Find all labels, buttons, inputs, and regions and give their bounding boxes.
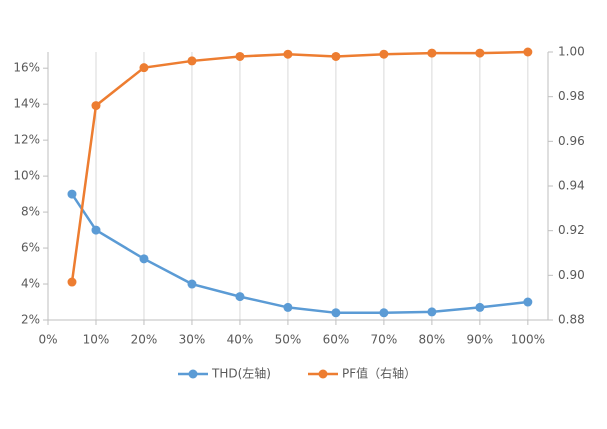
data-point bbox=[331, 308, 341, 318]
series-line bbox=[70, 50, 528, 283]
data-point bbox=[91, 101, 101, 111]
y2-tick-label: 1.00 bbox=[558, 45, 585, 59]
data-point bbox=[67, 189, 77, 199]
y-tick-label: 6% bbox=[21, 241, 40, 255]
x-tick-label: 80% bbox=[419, 333, 446, 347]
x-tick-label: 50% bbox=[275, 333, 302, 347]
y-tick-label: 16% bbox=[13, 61, 40, 75]
data-point bbox=[235, 51, 245, 61]
y-tick-label: 4% bbox=[21, 277, 40, 291]
x-tick-label: 10% bbox=[83, 333, 110, 347]
data-point bbox=[379, 308, 389, 318]
y2-tick-label: 0.92 bbox=[558, 223, 585, 237]
x-tick-label: 30% bbox=[179, 333, 206, 347]
data-point bbox=[427, 48, 437, 58]
y2-tick-label: 0.88 bbox=[558, 313, 585, 327]
y-tick-label: 14% bbox=[13, 97, 40, 111]
data-point bbox=[523, 297, 533, 307]
legend-label: THD(左轴) bbox=[211, 366, 271, 381]
data-point bbox=[187, 56, 197, 66]
x-tick-label: 70% bbox=[371, 333, 398, 347]
y2-tick-label: 0.90 bbox=[558, 268, 585, 282]
y2-tick-label: 0.96 bbox=[558, 134, 585, 148]
data-point bbox=[139, 63, 149, 73]
data-point bbox=[91, 225, 101, 235]
data-point bbox=[67, 277, 77, 287]
y2-tick-label: 0.98 bbox=[558, 89, 585, 103]
y2-tick-label: 0.94 bbox=[558, 179, 585, 193]
legend-label: PF值（右轴） bbox=[342, 366, 416, 381]
data-point bbox=[139, 254, 149, 264]
y-tick-label: 2% bbox=[21, 313, 40, 327]
data-point bbox=[235, 292, 245, 302]
x-tick-label: 40% bbox=[227, 333, 254, 347]
data-point bbox=[475, 48, 485, 58]
data-point bbox=[427, 307, 437, 317]
data-point bbox=[475, 302, 485, 312]
x-tick-label: 100% bbox=[511, 333, 545, 347]
data-point bbox=[523, 47, 533, 57]
series-line bbox=[70, 193, 528, 315]
data-point bbox=[187, 279, 197, 289]
legend-marker bbox=[318, 369, 328, 379]
data-point bbox=[283, 49, 293, 59]
y-tick-label: 8% bbox=[21, 205, 40, 219]
x-tick-label: 90% bbox=[467, 333, 494, 347]
data-point bbox=[283, 302, 293, 312]
x-tick-label: 0% bbox=[38, 333, 57, 347]
x-tick-label: 20% bbox=[131, 333, 158, 347]
y-tick-label: 12% bbox=[13, 133, 40, 147]
data-point bbox=[379, 49, 389, 59]
data-point bbox=[331, 51, 341, 61]
y-tick-label: 10% bbox=[13, 169, 40, 183]
legend-marker bbox=[188, 369, 198, 379]
x-tick-label: 60% bbox=[323, 333, 350, 347]
